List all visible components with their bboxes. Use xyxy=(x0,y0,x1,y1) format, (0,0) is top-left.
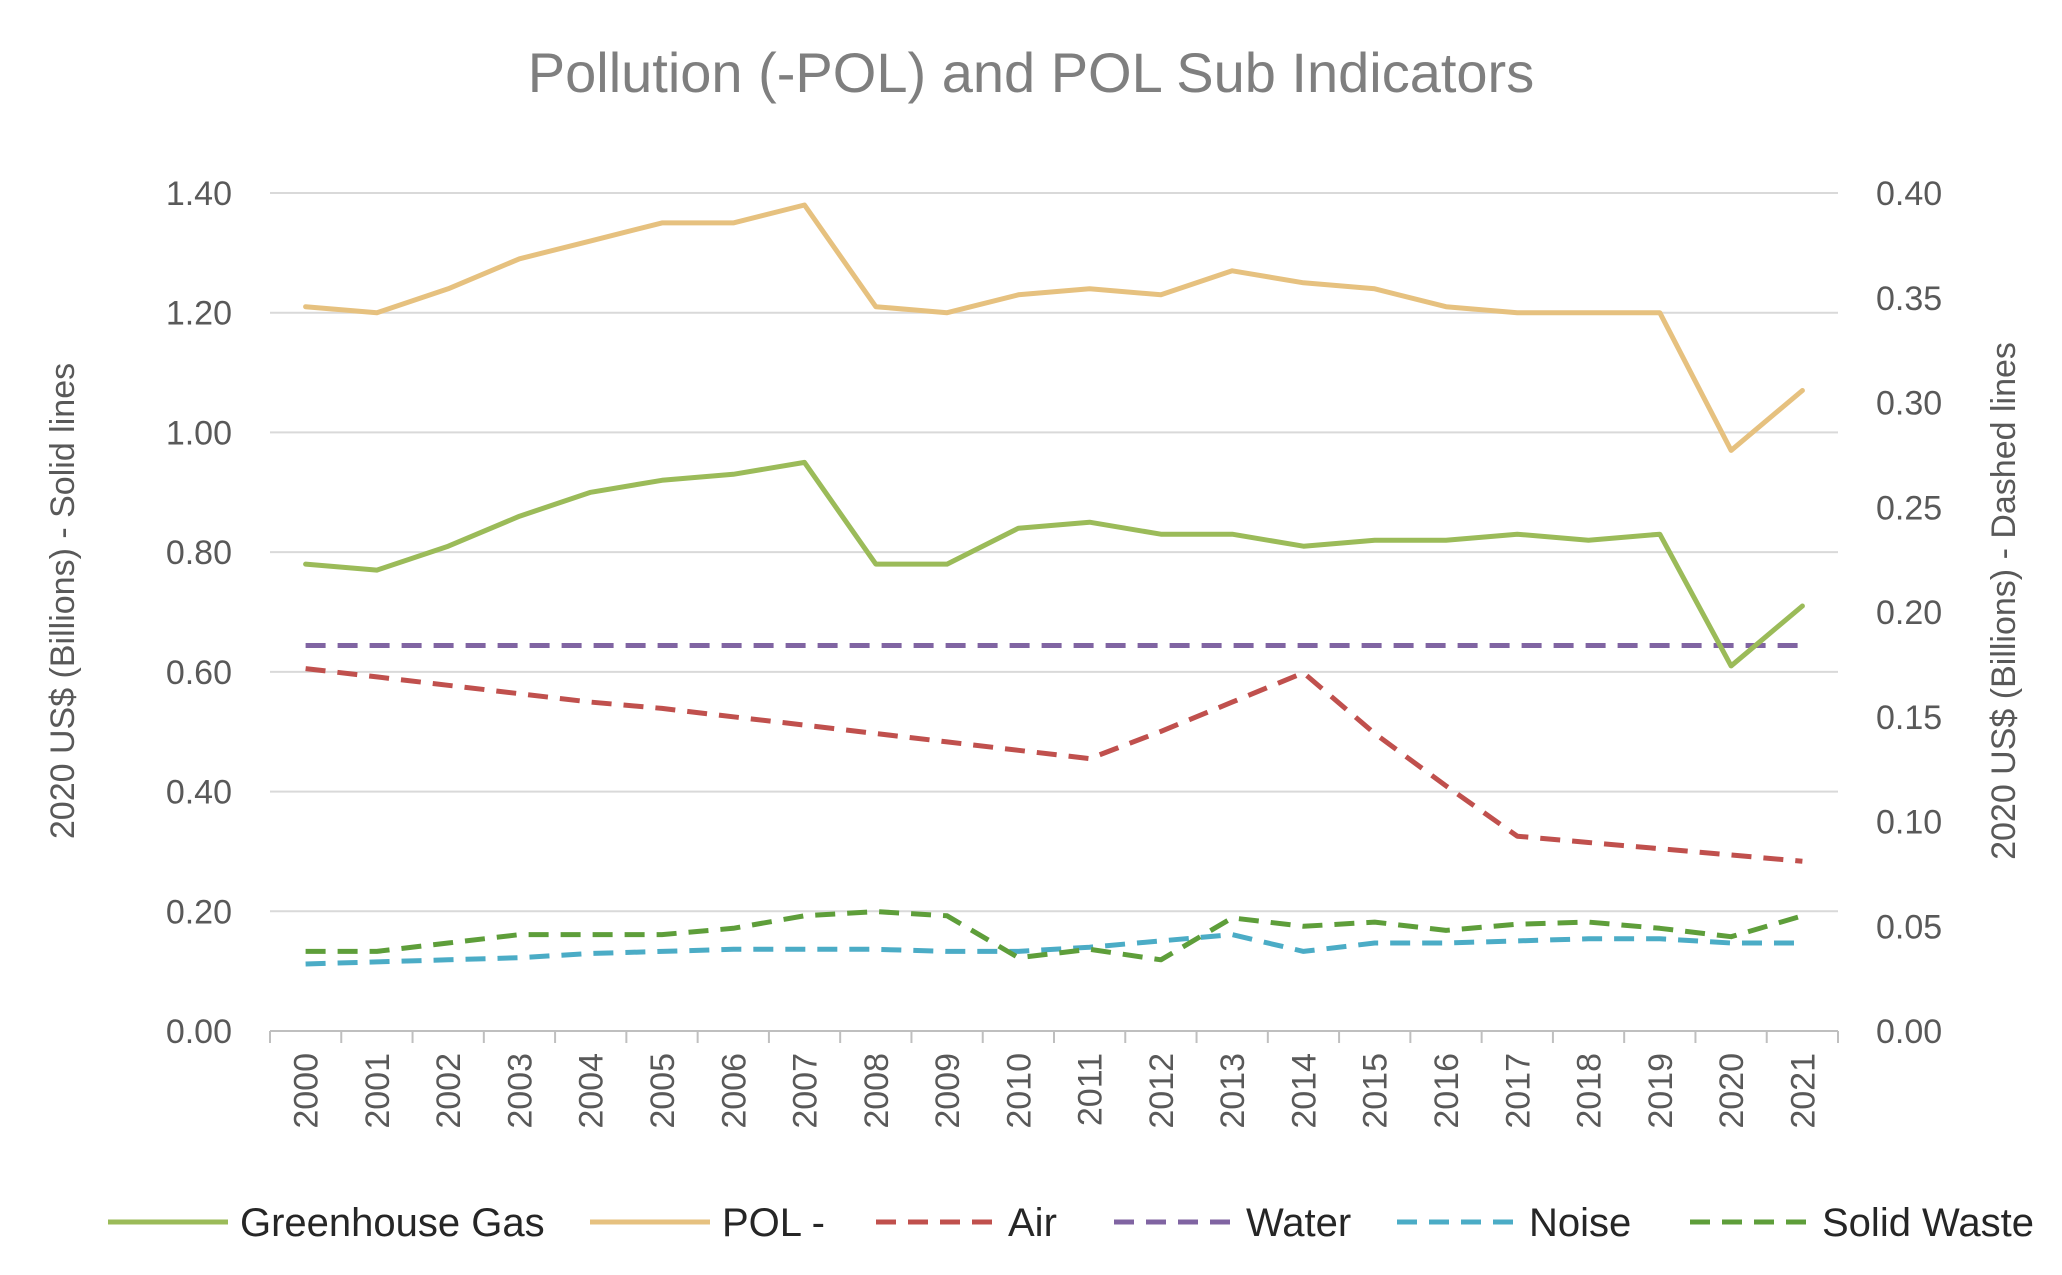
right-axis-tick-labels: 0.00 0.05 0.10 0.15 0.20 0.25 0.30 0.35 0.40 xyxy=(1876,175,1942,1051)
x-tick-label: 2011 xyxy=(1072,1053,1110,1126)
x-tick-label: 2007 xyxy=(787,1053,825,1129)
legend-label: Greenhouse Gas xyxy=(240,1201,545,1245)
x-tick-label: 2013 xyxy=(1214,1053,1252,1129)
chart-title: Pollution (-POL) and POL Sub Indicators xyxy=(528,41,1534,104)
series-line-solid-waste xyxy=(305,909,1804,963)
x-tick-label: 2008 xyxy=(858,1053,896,1129)
left-tick-label: 0.20 xyxy=(166,893,232,931)
right-tick-label: 0.15 xyxy=(1876,699,1942,737)
left-axis-title: 2020 US$ (Billions) - Solid lines xyxy=(44,363,82,839)
series-line-air xyxy=(305,666,1803,864)
x-tick-label: 2004 xyxy=(573,1053,611,1129)
series-line-greenhouse-gas xyxy=(303,459,1805,669)
x-tick-label: 2002 xyxy=(430,1053,468,1129)
x-tick-label: 2012 xyxy=(1143,1053,1181,1129)
x-tick-label: 2006 xyxy=(715,1053,753,1129)
x-tick-label: 2018 xyxy=(1571,1053,1609,1129)
legend-label: Solid Waste xyxy=(1822,1201,2034,1245)
x-tick-label: 2017 xyxy=(1499,1053,1537,1129)
left-tick-label: 0.00 xyxy=(166,1013,232,1051)
left-tick-label: 1.40 xyxy=(166,175,232,213)
left-tick-label: 1.20 xyxy=(166,295,232,333)
series-lines xyxy=(303,202,1805,967)
right-tick-label: 0.40 xyxy=(1876,175,1942,213)
left-tick-label: 1.00 xyxy=(166,414,232,452)
x-tick-label: 2003 xyxy=(501,1053,539,1129)
right-tick-label: 0.30 xyxy=(1876,385,1942,423)
gridlines xyxy=(270,192,1838,1032)
right-tick-label: 0.05 xyxy=(1876,908,1942,946)
left-tick-label: 0.60 xyxy=(166,654,232,692)
x-tick-label: 2020 xyxy=(1713,1053,1751,1129)
x-tick-label: 2019 xyxy=(1642,1053,1680,1129)
right-tick-label: 0.00 xyxy=(1876,1013,1942,1051)
right-tick-label: 0.35 xyxy=(1876,280,1942,318)
legend-label: POL - xyxy=(722,1201,825,1245)
right-tick-label: 0.10 xyxy=(1876,804,1942,842)
left-tick-label: 0.80 xyxy=(166,534,232,572)
x-tick-label: 2005 xyxy=(644,1053,682,1129)
legend-label: Noise xyxy=(1529,1201,1631,1245)
legend-label: Water xyxy=(1246,1201,1351,1245)
x-tick-label: 2009 xyxy=(929,1053,967,1129)
x-axis-tick-labels: 2000 2001 2002 2003 2004 2005 2006 2007 2008 2009… xyxy=(269,1031,1839,1129)
x-tick-label: 2014 xyxy=(1285,1053,1323,1129)
right-tick-label: 0.25 xyxy=(1876,489,1942,527)
legend-label: Air xyxy=(1008,1201,1057,1245)
x-tick-label: 2016 xyxy=(1428,1053,1466,1129)
x-tick-label: 2000 xyxy=(288,1053,326,1129)
x-tick-label: 2015 xyxy=(1357,1053,1395,1129)
right-axis-title: 2020 US$ (Billions) - Dashed lines xyxy=(1985,342,2023,860)
legend: Greenhouse Gas POL - Air Water Noise Solid Wa… xyxy=(108,1201,2034,1245)
left-tick-label: 0.40 xyxy=(166,774,232,812)
x-tick-label: 2001 xyxy=(359,1053,397,1129)
x-tick-label: 2010 xyxy=(1000,1053,1038,1129)
x-tick-label: 2021 xyxy=(1784,1053,1822,1129)
left-axis-tick-labels: 0.00 0.20 0.40 0.60 0.80 1.00 1.20 1.40 xyxy=(166,175,232,1051)
series-line-noise xyxy=(305,932,1803,967)
right-tick-label: 0.20 xyxy=(1876,594,1942,632)
series-line-pol xyxy=(303,202,1805,453)
